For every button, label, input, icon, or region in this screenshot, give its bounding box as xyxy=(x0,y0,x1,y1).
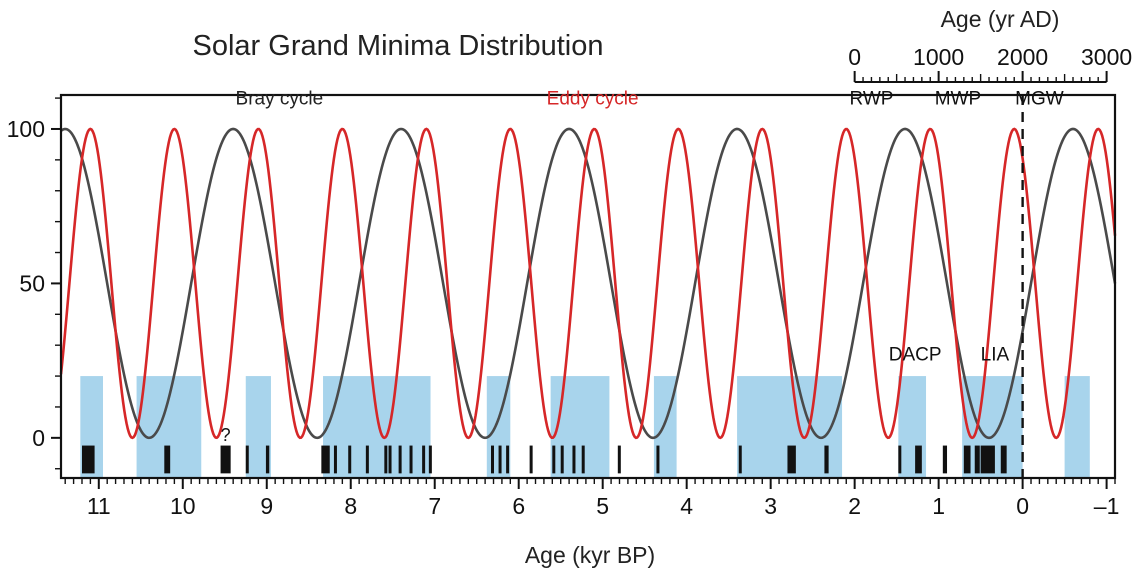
shaded-interval xyxy=(1064,376,1090,478)
grand-minimum-bar xyxy=(164,445,171,474)
period-label: RWP xyxy=(849,88,893,109)
grand-minimum-bar xyxy=(348,445,352,474)
series-label: Bray cycle xyxy=(236,88,324,109)
chart-title: Solar Grand Minima Distribution xyxy=(193,30,604,62)
top-axis-label: Age (yr AD) xyxy=(941,6,1060,32)
top-tick-label: 0 xyxy=(848,44,861,70)
x-tick-label: 6 xyxy=(512,493,525,519)
x-tick-label: 8 xyxy=(344,493,357,519)
shaded-interval xyxy=(898,376,927,478)
grand-minimum-bar xyxy=(388,445,392,474)
x-tick-label: 2 xyxy=(848,493,861,519)
grand-minimum-bar xyxy=(398,445,402,474)
grand-minimum-bar xyxy=(265,445,270,474)
grand-minimum-bar xyxy=(384,445,388,474)
grand-minimum-bar xyxy=(529,445,533,474)
top-tick-label: 3000 xyxy=(1081,44,1132,70)
x-tick-label: 5 xyxy=(596,493,609,519)
grand-minimum-bar xyxy=(81,445,95,474)
x-tick-label: 10 xyxy=(170,493,196,519)
grand-minimum-bar xyxy=(974,445,980,474)
period-label: MGW xyxy=(1015,88,1064,109)
grand-minimum-bar xyxy=(365,445,369,474)
series-label: Eddy cycle xyxy=(547,88,639,109)
grand-minimum-bar xyxy=(560,445,564,474)
question-mark-label: ? xyxy=(221,425,231,445)
grand-minimum-bar xyxy=(581,445,585,474)
grand-minimum-bar xyxy=(963,445,971,474)
grand-minimum-bar xyxy=(498,445,502,474)
grand-minimum-bar xyxy=(824,445,829,474)
grand-minimum-bar xyxy=(572,445,576,474)
plot-frame xyxy=(59,93,1117,480)
grand-minimum-bar xyxy=(321,445,330,474)
grand-minimum-bar xyxy=(1000,445,1007,474)
grand-minimum-bar xyxy=(617,445,621,474)
period-label: MWP xyxy=(935,88,981,109)
grand-minimum-bar xyxy=(738,445,742,474)
bottom-axis-label: Age (kyr BP) xyxy=(525,542,655,568)
grand-minimum-bar xyxy=(552,445,556,474)
grand-minimum-bar xyxy=(915,445,922,474)
x-tick-label: 3 xyxy=(764,493,777,519)
grand-minimum-bar xyxy=(787,445,796,474)
x-tick-label: –1 xyxy=(1094,493,1120,519)
grand-minimum-bar xyxy=(422,445,426,474)
y-tick-label: 100 xyxy=(7,116,45,142)
x-tick-label: 1 xyxy=(932,493,945,519)
period-label: LIA xyxy=(981,345,1010,366)
plot-border xyxy=(59,93,1117,480)
top-tick-label: 1000 xyxy=(913,44,964,70)
y-tick-label: 50 xyxy=(19,270,45,296)
grand-minimum-bar xyxy=(220,445,231,474)
x-tick-label: 4 xyxy=(680,493,693,519)
grand-minima-bars xyxy=(81,445,1007,474)
grand-minimum-bar xyxy=(333,445,337,474)
grand-minimum-bar xyxy=(942,445,948,474)
y-tick-label: 0 xyxy=(32,425,45,451)
grand-minimum-bar xyxy=(428,445,432,474)
annotations: ? Bray cycle Eddy cycle RWP MWP MGW DACP LIA xyxy=(221,88,1064,445)
period-label: DACP xyxy=(889,345,942,366)
grand-minimum-bar xyxy=(490,445,494,474)
shaded-interval xyxy=(550,376,610,478)
grand-minimum-bar xyxy=(656,445,660,474)
x-tick-label: 0 xyxy=(1016,493,1029,519)
x-tick-label: 11 xyxy=(87,493,111,519)
grand-minimum-bar xyxy=(898,445,902,474)
grand-minimum-bar xyxy=(409,445,413,474)
grand-minimum-bar xyxy=(980,445,995,474)
shaded-intervals xyxy=(80,376,1090,478)
x-tick-label: 7 xyxy=(428,493,441,519)
grand-minimum-bar xyxy=(506,445,510,474)
bray-cycle-line xyxy=(60,127,1117,440)
eddy-cycle-line xyxy=(59,127,1117,440)
cycle-curves xyxy=(59,127,1117,440)
x-tick-label: 9 xyxy=(260,493,273,519)
shaded-interval xyxy=(323,376,431,478)
top-tick-label: 2000 xyxy=(997,44,1048,70)
grand-minimum-bar xyxy=(245,445,249,474)
